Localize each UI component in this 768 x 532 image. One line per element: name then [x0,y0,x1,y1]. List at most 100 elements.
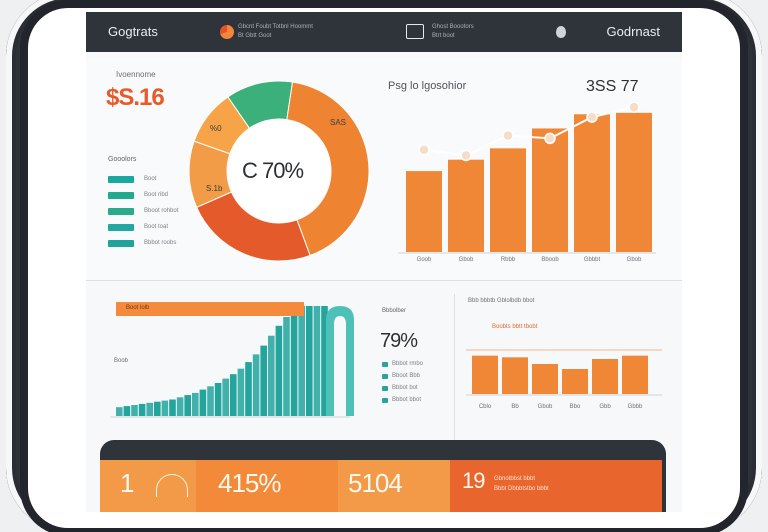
area-bar [207,386,214,416]
bar-line-chart[interactable]: Goob Gbob Rbbb Bboob Gbbbt Gbob [376,102,666,272]
percent-label: Bbbolber [382,308,407,314]
window-icon[interactable] [406,24,424,39]
slice-label: S.1b [206,184,223,193]
legend-item-label: Boot ribd [144,192,169,198]
x-tick-label: Cblo [479,404,492,410]
footer-tile-4[interactable]: 19 Gbnotbbst bbbt Bbbt Dbbbtstbo bbbt [450,460,662,512]
area-bar [214,383,222,416]
footer-tile-4-value: 19 [462,468,486,493]
x-tick-label: Bb [511,404,519,410]
trend-point [460,149,472,162]
bar [448,159,484,252]
trend-line [423,106,635,157]
area-bar [131,405,138,416]
pie-dot-icon[interactable] [220,25,234,39]
x-tick-label: Goob [417,257,432,263]
bar [406,171,442,252]
header-text-4: Btrt boot [432,33,455,39]
area-bar [123,406,131,416]
area-bar [321,306,328,416]
bar [532,364,558,394]
donut-slice [227,80,294,129]
x-tick-label: Bboob [541,257,559,263]
bar [532,128,568,252]
area-bar [161,400,169,416]
x-tick-label: Gbob [538,404,553,410]
header-text-3: Ghost Boootors [432,24,474,30]
area-bar [154,401,161,416]
section-divider [86,280,682,281]
x-tick-label: Gbob [459,257,474,263]
list-item-label: Bbbot rmbo [392,361,424,367]
gauge-icon [156,474,188,497]
bar [502,357,528,394]
area-bar [199,389,207,416]
bar-chart-title: Psg lo lgosohior [388,80,467,92]
footer-tile-4-sub-1: Gbnotbbst bbbt [494,476,536,482]
area-bar [306,306,313,416]
bar [616,112,652,252]
legend-swatch [108,208,134,215]
footer-tile-1[interactable]: 1 [100,460,196,512]
donut-center-label: C 70% [242,158,304,183]
app-right-title: Godrnast [606,24,660,39]
area-bar [260,345,267,416]
donut-slice [286,81,370,257]
trend-point [586,111,598,123]
x-tick-label: Bbo [570,404,581,410]
footer-tile-3[interactable]: 5104 [338,460,450,512]
teal-square-icon [382,398,388,403]
area-bar [222,378,229,416]
shield-icon[interactable] [556,26,566,38]
area-bar [245,362,252,416]
area-bar [176,397,184,416]
area-bar [192,392,199,416]
list-item-label: Bbbot bot [392,385,418,391]
area-side-label: Boob [114,358,129,364]
bar [472,355,498,394]
bar-chart-value: 3SS 77 [586,78,639,95]
legend-item-label: Boot toat [144,224,169,230]
x-tick-label: Gbbb [628,404,643,410]
area-bar [268,335,275,416]
area-chart[interactable] [110,292,370,422]
dashboard-screen: Gogtrats Gbcnt Foubt Totbnl Hoommt Bt Gb… [86,12,682,512]
bar [592,359,618,394]
x-tick-label: Rbbb [501,257,516,263]
bar [622,355,648,394]
legend-item-label: Bbbot roobs [144,240,177,246]
trend-point [418,144,430,156]
area-bar [237,368,245,416]
legend-item-label: Boot [144,176,157,182]
area-bar [283,317,290,416]
legend-header: Gooolors [108,156,137,163]
percent-value: 79% [380,330,418,352]
area-chart-header-label: Boot lolb [126,305,150,311]
kpi-label: Ivoennome [116,70,156,79]
app-title: Gogtrats [108,24,158,39]
slice-label: SAS [330,118,347,127]
footer-tile-3-value: 5104 [348,468,403,498]
x-tick-label: Gbbbt [584,257,601,263]
area-bar [169,399,176,416]
bar [574,114,610,252]
step-bar-chart[interactable]: Cblo Bb Gbob Bbo Gbb Gbbb [466,332,666,422]
legend-item-label: Bboot rohbot [144,208,179,214]
teal-square-icon [382,374,388,379]
footer-tile-2[interactable]: 415% [196,460,338,512]
trend-point [628,102,640,113]
footer-tile-4-sub-2: Bbbt Dbbbtstbo bbbt [494,486,549,492]
area-bar [275,325,283,416]
area-bar [184,395,191,416]
area-bar [230,374,237,416]
top-bar: Gogtrats Gbcnt Foubt Totbnl Hoommt Bt Gb… [86,12,682,52]
footer-tile-1-value: 1 [120,468,135,498]
donut-chart[interactable] [186,78,372,264]
x-tick-label: Gbb [599,404,611,410]
bar [490,148,526,252]
header-text-1: Gbcnt Foubt Totbnl Hoommt [238,24,313,30]
area-bar [298,306,305,416]
legend-swatch [108,176,134,183]
list-item-label: Bbbot bbot [392,397,422,403]
area-bar [146,402,153,416]
